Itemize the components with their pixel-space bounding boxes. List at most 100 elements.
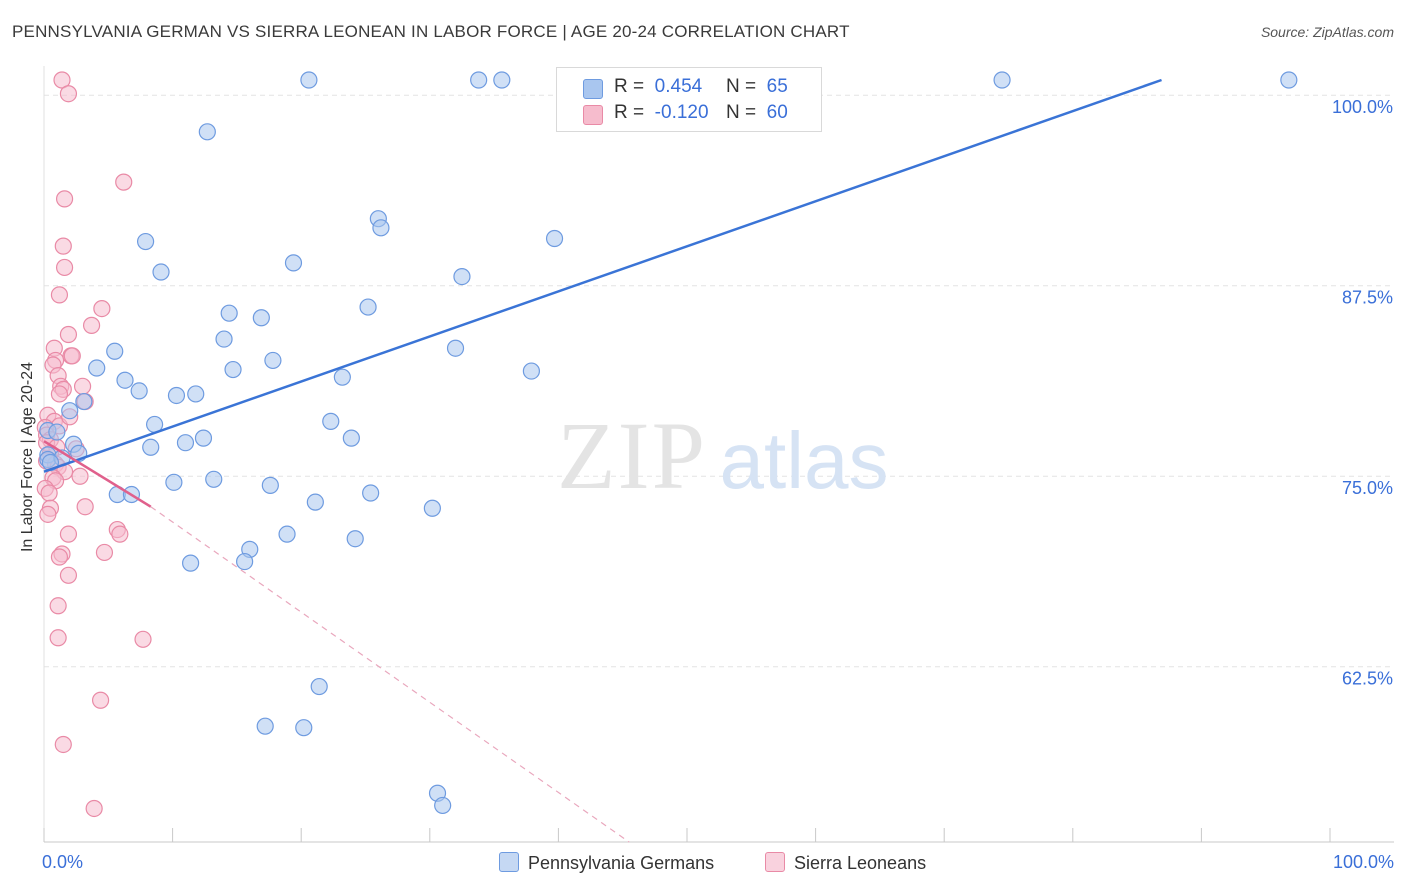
data-point — [167, 386, 186, 405]
legend-r-value: 0.454 — [654, 76, 703, 97]
data-point — [49, 597, 67, 615]
data-point — [39, 505, 57, 523]
data-point — [182, 554, 200, 572]
data-point — [50, 385, 69, 403]
data-point — [342, 429, 360, 447]
data-point — [295, 719, 313, 737]
data-point — [493, 71, 511, 89]
data-point — [76, 498, 94, 516]
data-point — [372, 219, 390, 237]
legend-n-value: 60 — [766, 102, 788, 123]
data-point — [59, 566, 78, 584]
y-tick-label: 100.0% — [1332, 97, 1393, 117]
data-point — [333, 368, 351, 386]
data-point — [88, 359, 106, 377]
data-point — [93, 300, 111, 318]
y-axis-label: In Labor Force | Age 20-24 — [19, 361, 36, 553]
y-tick-label: 87.5% — [1342, 288, 1393, 308]
bottom-legend-swatch-pink — [765, 852, 785, 872]
data-point — [130, 382, 148, 400]
data-point — [545, 229, 564, 248]
x-tick-label-min: 0.0% — [42, 852, 84, 872]
data-point — [176, 434, 195, 452]
bottom-legend-pennsylvania-germans: Pennsylvania Germans — [499, 852, 714, 874]
legend-r-value: -0.120 — [654, 102, 709, 123]
data-point — [55, 190, 74, 208]
legend-swatch-pink — [583, 105, 603, 125]
data-point — [50, 286, 69, 304]
data-point — [85, 799, 103, 818]
data-point — [205, 470, 223, 488]
y-tick-label: 62.5% — [1342, 669, 1393, 689]
data-point — [346, 530, 364, 548]
trend-lines — [43, 78, 1162, 843]
data-point — [322, 412, 340, 430]
data-point — [362, 484, 380, 502]
watermark-zip: ZIP — [557, 402, 707, 509]
data-point — [284, 254, 303, 272]
watermark-atlas: atlas — [720, 416, 889, 505]
data-point — [198, 123, 216, 141]
data-point — [59, 525, 78, 543]
data-point — [236, 552, 254, 571]
correlation-legend: R = 0.454 N = 65 R = -0.120 N = 60 — [556, 67, 822, 132]
legend-r-label: R = — [614, 76, 645, 97]
data-point — [252, 309, 270, 327]
data-point — [116, 371, 134, 389]
data-point — [522, 362, 540, 380]
data-point — [40, 484, 58, 502]
legend-r-label: R = — [614, 102, 645, 123]
data-point — [75, 392, 93, 411]
trend-line-sierra-leoneans-extension — [150, 506, 630, 843]
data-point — [300, 71, 318, 89]
data-point — [59, 325, 78, 344]
data-point — [54, 237, 72, 255]
data-point — [91, 691, 110, 709]
bottom-legend-label: Sierra Leoneans — [794, 853, 927, 873]
data-point — [310, 677, 328, 696]
data-point — [71, 467, 89, 485]
trend-line-pennsylvania-germans — [43, 78, 1162, 473]
data-point — [106, 342, 124, 360]
data-point — [261, 476, 279, 494]
data-point — [194, 429, 213, 447]
data-point — [993, 71, 1011, 89]
data-point — [63, 347, 81, 365]
data-point — [215, 330, 233, 348]
data-point — [48, 423, 66, 441]
data-point — [278, 525, 296, 543]
data-point — [152, 263, 170, 281]
data-point — [423, 499, 441, 517]
legend-swatch-blue — [583, 79, 603, 99]
x-tick-label-max: 100.0% — [1332, 852, 1394, 872]
bottom-legend-label: Pennsylvania Germans — [528, 853, 715, 873]
data-point — [111, 525, 129, 543]
source-label: Source: ZipAtlas.com — [1260, 24, 1394, 40]
data-point — [446, 339, 465, 357]
data-point — [61, 402, 79, 420]
data-point — [49, 629, 67, 647]
bottom-legend-swatch-blue — [499, 852, 519, 872]
data-point — [453, 267, 471, 286]
series-sierra-leoneans — [36, 71, 152, 818]
data-point — [470, 71, 488, 89]
data-point — [1280, 71, 1298, 89]
x-axis — [43, 828, 1394, 843]
legend-n-label: N = — [726, 102, 757, 123]
data-point — [115, 173, 133, 191]
data-point — [256, 717, 274, 735]
data-point — [359, 298, 377, 316]
data-point — [142, 438, 160, 456]
data-point — [306, 493, 324, 511]
y-tick-label: 75.0% — [1342, 478, 1393, 498]
data-point — [220, 304, 238, 322]
data-point — [165, 473, 183, 491]
data-point — [264, 351, 282, 370]
data-point — [187, 385, 205, 403]
data-point — [82, 316, 101, 334]
data-point — [55, 258, 74, 277]
chart-title: PENNSYLVANIA GERMAN VS SIERRA LEONEAN IN… — [12, 22, 850, 41]
data-point — [53, 71, 71, 89]
legend-n-label: N = — [726, 76, 757, 97]
